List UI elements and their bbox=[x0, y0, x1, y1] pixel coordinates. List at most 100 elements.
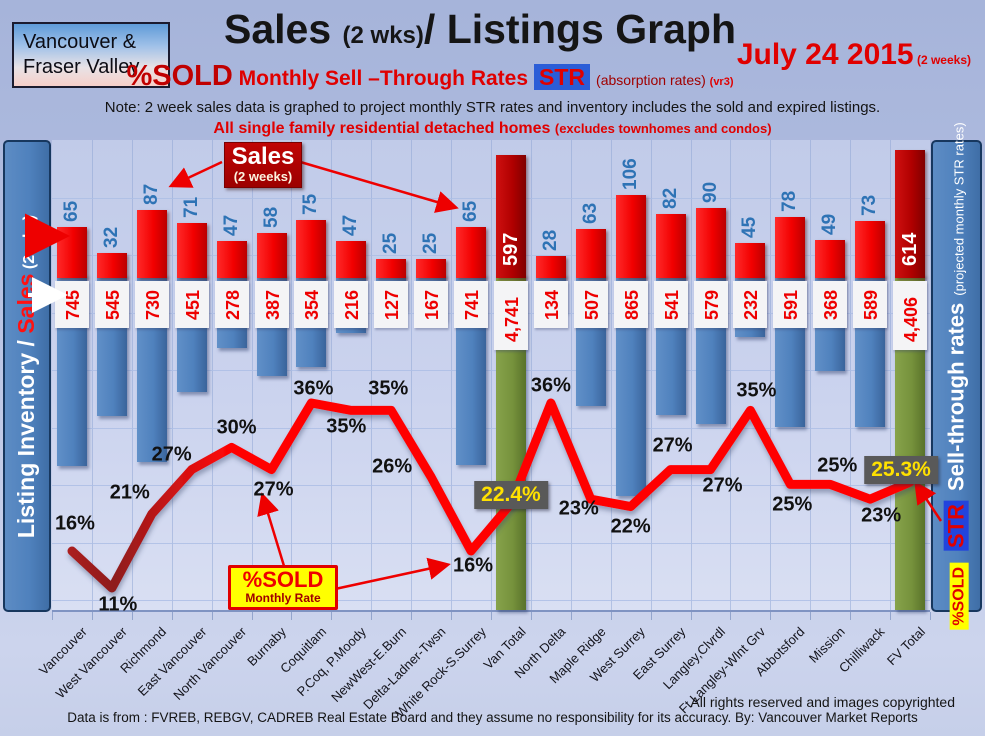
gridline-vertical bbox=[451, 140, 453, 610]
sales-bar bbox=[376, 258, 407, 278]
inventory-value-label: 541 bbox=[661, 289, 682, 320]
sales-value-label: 87 bbox=[140, 183, 162, 206]
sales-bar bbox=[855, 221, 886, 278]
axis-tick bbox=[650, 612, 652, 620]
gridline-horizontal bbox=[52, 370, 930, 371]
sales-bar bbox=[695, 207, 726, 278]
axis-tick bbox=[491, 612, 492, 620]
inventory-label-box bbox=[733, 281, 768, 328]
inventory-label-box bbox=[454, 281, 489, 328]
inventory-value-label: 545 bbox=[102, 289, 123, 320]
inventory-label-box bbox=[254, 281, 289, 328]
str-point-label: 27% bbox=[151, 443, 192, 466]
pct-sold-badge: %SOLD bbox=[949, 562, 969, 630]
sales-bar bbox=[575, 228, 606, 278]
inventory-label-box bbox=[853, 281, 888, 328]
inventory-value-label: 730 bbox=[142, 289, 163, 320]
sales-bar bbox=[895, 150, 926, 278]
inventory-label-box bbox=[573, 281, 608, 328]
scope-line: All single family residential detached h… bbox=[213, 120, 772, 137]
category-label: North Vancouver bbox=[170, 624, 250, 703]
sales-bar bbox=[56, 227, 87, 278]
gridline-horizontal bbox=[52, 427, 930, 429]
sales-value-label: 614 bbox=[899, 232, 922, 266]
inventory-label-box bbox=[893, 281, 928, 350]
inventory-value-label: 354 bbox=[302, 289, 323, 320]
sales-bar bbox=[655, 214, 686, 278]
sales-value-label: 75 bbox=[300, 193, 322, 215]
gridline-vertical bbox=[371, 140, 373, 610]
inventory-label-box bbox=[374, 281, 409, 328]
sales-bar bbox=[535, 256, 566, 278]
gridline-vertical bbox=[770, 140, 772, 610]
region-badge-line2: Fraser Valley bbox=[23, 56, 140, 78]
gridline-vertical bbox=[730, 140, 732, 610]
report-date: July 24 2015 (2 weeks) bbox=[736, 38, 971, 71]
inventory-value-label: 507 bbox=[581, 289, 602, 320]
inventory-label-box bbox=[294, 281, 329, 328]
sales-value-label: 63 bbox=[579, 202, 601, 224]
sales-value-label: 45 bbox=[739, 216, 761, 238]
axis-tick bbox=[930, 612, 931, 620]
note-line: Note: 2 week sales data is graphed to pr… bbox=[104, 99, 881, 116]
sales-value-label: 47 bbox=[220, 215, 242, 237]
inventory-value-label: 589 bbox=[861, 289, 882, 320]
axis-tick bbox=[890, 612, 892, 620]
inventory-value-label: 368 bbox=[821, 289, 842, 320]
right-axis-label: %SOLDSTRSell-through rates(projected mon… bbox=[931, 122, 982, 630]
inventory-label-box bbox=[174, 281, 209, 328]
sales-bar bbox=[256, 232, 287, 278]
str-point-label: 27% bbox=[652, 434, 693, 457]
gridline-horizontal bbox=[52, 542, 930, 544]
gridline-vertical bbox=[91, 140, 93, 610]
inventory-value-label: 591 bbox=[781, 289, 802, 320]
category-label: FV Total bbox=[883, 624, 928, 669]
str-point-label: 35% bbox=[368, 377, 409, 400]
sales-value-label: 73 bbox=[859, 194, 881, 217]
inventory-label-box bbox=[414, 281, 449, 328]
pct-sold-word: %SOLD bbox=[126, 60, 233, 92]
inventory-label-box bbox=[94, 281, 129, 328]
sales-bar bbox=[96, 253, 127, 278]
subtitle-line: %SOLD Monthly Sell –Through Rates STR (abs… bbox=[126, 60, 734, 92]
axis-tick bbox=[610, 612, 612, 620]
str-point-label: 36% bbox=[530, 374, 571, 397]
pctsold-legend-callout: %SOLD Monthly Rate bbox=[228, 565, 338, 610]
category-label: P.Coq, P.Moody bbox=[293, 624, 369, 700]
axis-tick bbox=[91, 612, 93, 620]
gridline-vertical bbox=[530, 140, 532, 610]
sales-bar bbox=[296, 219, 327, 278]
str-point-label: 27% bbox=[702, 474, 743, 497]
footer-source: Data is from : FVREB, REBGV, CADREB Real… bbox=[67, 710, 918, 725]
str-point-label: 23% bbox=[558, 497, 599, 520]
gridline-horizontal bbox=[52, 312, 930, 314]
axis-tick bbox=[690, 612, 692, 620]
sales-value-label: 49 bbox=[819, 213, 841, 235]
axis-tick bbox=[530, 612, 532, 620]
inventory-label-box bbox=[693, 281, 728, 328]
inventory-value-label: 127 bbox=[382, 289, 403, 320]
category-label: West Vancouver bbox=[52, 624, 130, 702]
str-point-label: 16% bbox=[54, 512, 95, 535]
sales-value-label: 597 bbox=[499, 232, 522, 266]
str-point-label: 36% bbox=[293, 377, 334, 400]
axis-tick bbox=[171, 612, 173, 620]
sales-bar bbox=[456, 227, 487, 278]
str-point-label: 26% bbox=[372, 455, 413, 478]
str-badge: STR bbox=[534, 64, 591, 90]
sales-value-label: 25 bbox=[420, 232, 442, 254]
inventory-value-label: 865 bbox=[621, 289, 642, 320]
inventory-label-box bbox=[493, 281, 528, 350]
gridline-vertical bbox=[810, 140, 812, 610]
str-point-label: 23% bbox=[861, 504, 902, 527]
inventory-label-box bbox=[653, 281, 688, 328]
str-point-label: 11% bbox=[98, 593, 138, 616]
gridline-vertical bbox=[491, 140, 492, 610]
gridline-vertical bbox=[211, 140, 213, 610]
axis-tick bbox=[251, 612, 253, 620]
sales-bar bbox=[815, 239, 846, 278]
page-title: Sales (2 wks)/ Listings Graph bbox=[223, 6, 736, 52]
str-point-label: 22.4% bbox=[474, 480, 548, 509]
axis-tick bbox=[371, 612, 373, 620]
str-point-label: 30% bbox=[216, 416, 257, 439]
